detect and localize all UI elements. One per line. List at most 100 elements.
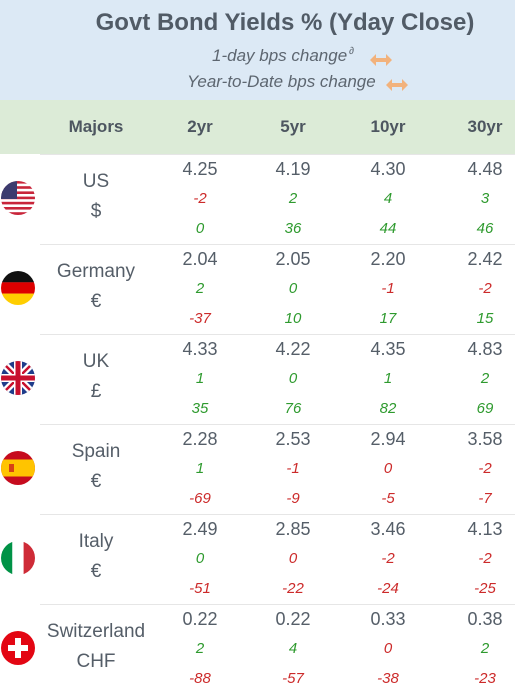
- daily-bps-change: -2: [478, 280, 492, 297]
- daily-bps-change: 1: [383, 370, 393, 387]
- daily-bps-change: -1: [286, 460, 300, 477]
- yield-value: 0.22: [275, 609, 311, 629]
- ytd-bps-change: 36: [284, 220, 302, 237]
- currency-symbol: €: [90, 291, 102, 312]
- ytd-bps-change: 10: [284, 310, 302, 327]
- daily-bps-change: 2: [195, 640, 205, 657]
- ytd-bps-change: 17: [379, 310, 397, 327]
- daily-bps-change: -2: [478, 550, 492, 567]
- column-header-10yr: 10yr: [370, 117, 406, 136]
- legend-daily: 1-day bps change ∂: [212, 46, 354, 66]
- yield-value: 4.30: [370, 159, 406, 179]
- ytd-bps-change: 15: [476, 310, 494, 327]
- row-divider: [40, 604, 515, 605]
- legend-ytd-label: Year-to-Date bps change: [187, 72, 376, 91]
- yield-value: 4.83: [467, 339, 503, 359]
- table-row: Spain €2.28 1 -69 2.53 -1 -9 2.94 0 -5 3.58 -2 -7: [0, 424, 515, 514]
- ytd-bps-change: 69: [476, 400, 494, 417]
- yield-value: 2.20: [370, 249, 406, 269]
- row-divider: [40, 424, 515, 425]
- double-arrow-icon: [370, 54, 392, 66]
- spain-flag-icon: [1, 451, 35, 485]
- switzerland-flag-icon: [1, 631, 35, 665]
- yield-value: 2.53: [275, 429, 311, 449]
- daily-bps-change: 2: [288, 190, 298, 207]
- row-divider: [40, 244, 515, 245]
- ytd-bps-change: 35: [191, 400, 209, 417]
- daily-bps-change: 0: [288, 280, 298, 297]
- ytd-bps-change: -57: [282, 670, 304, 687]
- daily-bps-change: 2: [480, 640, 490, 657]
- country-name: Spain: [71, 441, 121, 462]
- country-name: Italy: [78, 531, 114, 552]
- yield-value: 0.38: [467, 609, 503, 629]
- column-header-2yr: 2yr: [187, 117, 213, 136]
- legend-daily-sup: ∂: [349, 46, 355, 58]
- germany-flag-icon: [1, 271, 35, 305]
- currency-symbol: CHF: [76, 651, 116, 672]
- daily-bps-change: 4: [383, 190, 393, 207]
- column-header-30yr: 30yr: [467, 117, 503, 136]
- daily-bps-change: 2: [480, 370, 490, 387]
- ytd-bps-change: -25: [474, 580, 496, 597]
- table-row: UK £4.33 1 35 4.22 0 76 4.35 1 82 4.83 2 69: [0, 334, 515, 424]
- ytd-bps-change: 44: [379, 220, 397, 237]
- ytd-bps-change: 46: [476, 220, 494, 237]
- daily-bps-change: -2: [478, 460, 492, 477]
- yield-value: 4.22: [275, 339, 311, 359]
- column-header-row: Majors 2yr 5yr 10yr 30yr: [0, 100, 515, 154]
- table-row: Germany €2.04 2 -37 2.05 0 10 2.20 -1 17 2.42 -2 15: [0, 244, 515, 334]
- double-arrow-icon: [386, 79, 408, 91]
- yield-value: 4.35: [370, 339, 406, 359]
- daily-bps-change: -2: [381, 550, 395, 567]
- yield-value: 2.85: [275, 519, 311, 539]
- ytd-bps-change: 82: [379, 400, 397, 417]
- yield-value: 2.28: [182, 429, 218, 449]
- ytd-bps-change: 76: [284, 400, 302, 417]
- ytd-bps-change: -38: [377, 670, 399, 687]
- row-divider: [40, 514, 515, 515]
- country-name: Germany: [56, 261, 136, 282]
- legend-daily-label: 1-day bps change: [212, 46, 348, 65]
- ytd-bps-change: -23: [474, 670, 496, 687]
- yield-value: 2.04: [182, 249, 218, 269]
- table-row: Italy €2.49 0 -51 2.85 0 -22 3.46 -2 -24 4.13 -2 -25: [0, 514, 515, 604]
- currency-symbol: £: [90, 381, 102, 402]
- us-flag-icon: [1, 181, 35, 215]
- page-title: Govt Bond Yields % (Yday Close): [95, 9, 475, 36]
- yield-value: 2.94: [370, 429, 406, 449]
- yield-value: 4.48: [467, 159, 503, 179]
- yield-value: 3.58: [467, 429, 503, 449]
- daily-bps-change: 0: [383, 640, 393, 657]
- daily-bps-change: 3: [480, 190, 490, 207]
- ytd-bps-change: -24: [377, 580, 399, 597]
- daily-bps-change: -1: [381, 280, 395, 297]
- daily-bps-change: 0: [288, 370, 298, 387]
- daily-bps-change: 0: [195, 550, 205, 567]
- yield-value: 2.49: [182, 519, 218, 539]
- currency-symbol: €: [90, 561, 102, 582]
- ytd-bps-change: -88: [189, 670, 211, 687]
- country-name: UK: [82, 351, 110, 372]
- daily-bps-change: 1: [195, 460, 205, 477]
- yield-value: 4.33: [182, 339, 218, 359]
- ytd-bps-change: -22: [282, 580, 304, 597]
- table-row: Switzerland CHF 0.22 2 -88 0.22 4 -57 0.33 0 -38 0.…: [0, 604, 515, 694]
- table-row: US $4.25 -2 0 4.19 2 36 4.30 4 44 4.48 3 46: [0, 154, 515, 244]
- row-divider: [40, 334, 515, 335]
- daily-bps-change: 4: [288, 640, 298, 657]
- currency-symbol: $: [90, 201, 102, 222]
- ytd-bps-change: -5: [381, 490, 395, 507]
- daily-bps-change: 0: [383, 460, 393, 477]
- yield-value: 4.25: [182, 159, 218, 179]
- column-header-5yr: 5yr: [280, 117, 306, 136]
- country-name: US: [82, 171, 110, 192]
- daily-bps-change: 2: [195, 280, 205, 297]
- ytd-bps-change: -7: [478, 490, 492, 507]
- yield-value: 0.33: [370, 609, 406, 629]
- yield-value: 0.22: [182, 609, 218, 629]
- row-divider: [40, 154, 515, 155]
- ytd-bps-change: -51: [189, 580, 211, 597]
- currency-symbol: €: [90, 471, 102, 492]
- column-header-majors: Majors: [68, 117, 124, 136]
